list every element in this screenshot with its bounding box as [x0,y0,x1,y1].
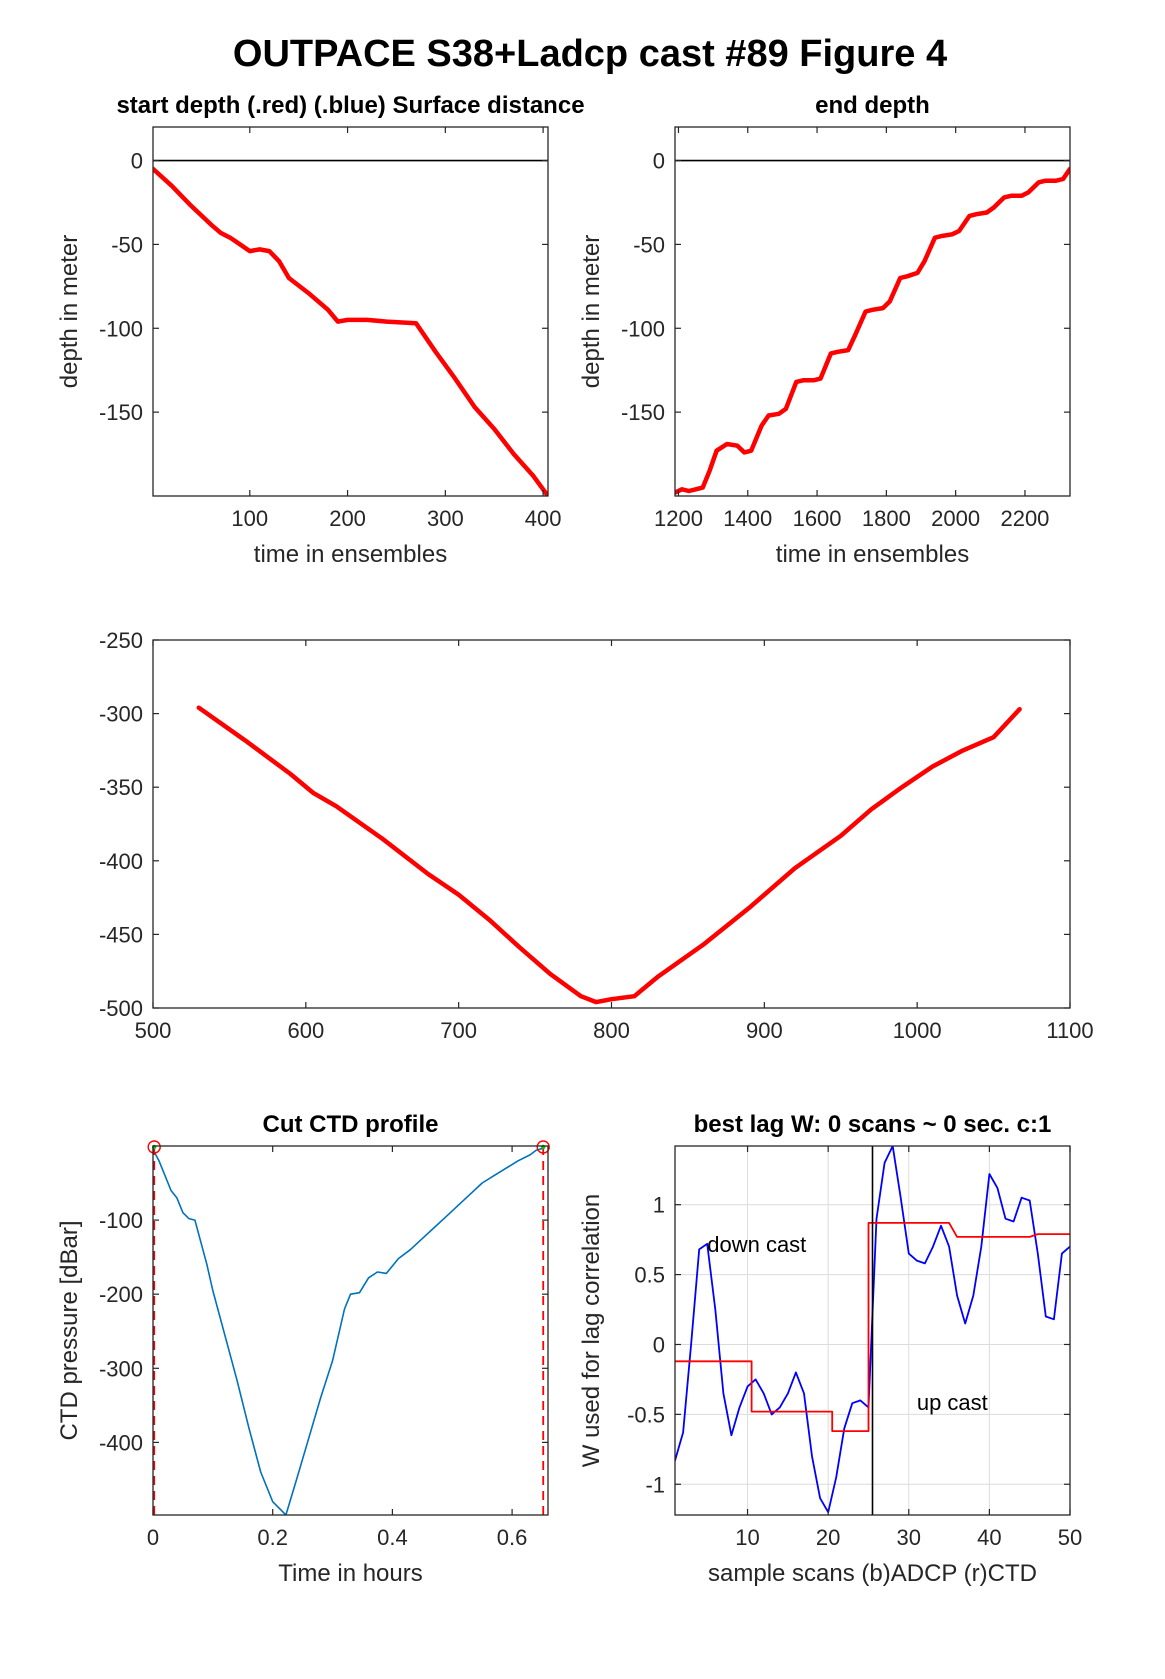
series-line-0 [196,705,1022,1005]
y-tick-label: -250 [99,628,143,653]
annotation: up cast [917,1390,988,1415]
series-line-1 [675,1222,1070,1432]
panel-start: 100 200 300 400 0 -50 -100 -150 start depth (.re… [56,92,585,568]
panel-title: end depth [815,92,930,119]
panel-title: start depth (.red) (.blue) Surface dista… [116,92,584,119]
x-tick-label: 50 [1058,1525,1082,1550]
y-tick-label: -100 [99,1208,143,1233]
y-tick-label: -50 [633,232,665,257]
y-tick-label: -100 [621,316,665,341]
cut-marker [147,1140,161,1154]
y-axis-label: W used for lag correlation [578,1194,605,1467]
y-tick-label: -500 [99,996,143,1021]
y-tick-label: -400 [99,849,143,874]
y-tick-label: 0 [653,1332,665,1357]
y-tick-label: -400 [99,1430,143,1455]
y-tick-label: -150 [621,400,665,425]
x-tick-label: 40 [977,1525,1001,1550]
x-tick-label: 400 [525,506,562,531]
plot-area [153,640,1070,1008]
annotation: down cast [707,1232,806,1257]
y-tick-label: 0 [653,149,665,174]
y-tick-label: -300 [99,702,143,727]
y-tick-label: -50 [111,232,143,257]
y-axis-label: depth in meter [578,235,605,388]
y-tick-label: 1 [653,1193,665,1218]
y-tick-label: 0.5 [634,1263,665,1288]
x-tick-label: 600 [287,1018,324,1043]
plot-area [153,127,548,496]
x-axis-label: time in ensembles [254,541,447,568]
y-tick-label: -1 [645,1472,665,1497]
x-tick-label: 100 [231,506,268,531]
x-tick-label: 30 [897,1525,921,1550]
x-tick-label: 700 [440,1018,477,1043]
x-tick-label: 800 [593,1018,630,1043]
y-tick-label: -300 [99,1356,143,1381]
x-tick-label: 1400 [723,506,772,531]
y-tick-label: -0.5 [627,1402,665,1427]
x-tick-label: 20 [816,1525,840,1550]
panel-end: 1200 1400 1600 1800 2000 2200 0 -50 -100 -150 end … [578,92,1071,568]
x-tick-label: 2200 [1000,506,1049,531]
x-tick-label: 1200 [654,506,703,531]
axes-box [152,126,549,497]
x-tick-label: 1000 [893,1018,942,1043]
x-tick-label: 0.6 [497,1525,528,1550]
x-tick-label: 0 [147,1525,159,1550]
x-tick-label: 900 [746,1018,783,1043]
x-tick-label: 300 [427,506,464,531]
panel-title: Cut CTD profile [263,1111,439,1138]
x-axis-label: sample scans (b)ADCP (r)CTD [708,1560,1037,1587]
axes-box [674,126,1071,497]
plot-area [153,1146,548,1515]
cut-marker [536,1140,550,1154]
x-tick-label: 0.2 [257,1525,288,1550]
panel-title: best lag W: 0 scans ~ 0 sec. c:1 [694,1111,1052,1138]
y-tick-label: -150 [99,400,143,425]
x-tick-label: 1600 [793,506,842,531]
x-axis-label: Time in hours [278,1560,423,1587]
x-axis-label: time in ensembles [776,541,969,568]
y-tick-label: 0 [131,149,143,174]
y-axis-label: depth in meter [56,235,83,388]
x-tick-label: 1800 [862,506,911,531]
x-tick-label: 2000 [931,506,980,531]
series-line-0 [153,166,548,496]
figure-title: OUTPACE S38+Ladcp cast #89 Figure 4 [233,33,947,75]
series-line-0 [675,166,1070,495]
y-tick-label: -200 [99,1282,143,1307]
x-tick-label: 0.4 [377,1525,408,1550]
x-tick-label: 200 [329,506,366,531]
y-tick-label: -350 [99,775,143,800]
x-tick-label: 1100 [1046,1018,1093,1043]
panel-middle: 500 600 700 800 900 1000 1100 -250 -300 -350 -400 -… [99,628,1094,1043]
y-tick-label: -100 [99,316,143,341]
x-tick-label: 10 [735,1525,759,1550]
panel-lag: down cast up cast 10 20 30 40 50 1 0.5 0 -0.5 -1 bes… [578,1111,1082,1587]
x-tick-label: 500 [135,1018,172,1043]
panel-ctd: 0 0.2 0.4 0.6 -100 -200 -300 -400 Cut CTD profil… [56,1111,550,1587]
y-tick-label: -450 [99,922,143,947]
series-line-0 [153,1147,544,1515]
axes-box [152,1145,549,1516]
y-axis-label: CTD pressure [dBar] [56,1220,83,1440]
axes-box [674,1145,1071,1516]
